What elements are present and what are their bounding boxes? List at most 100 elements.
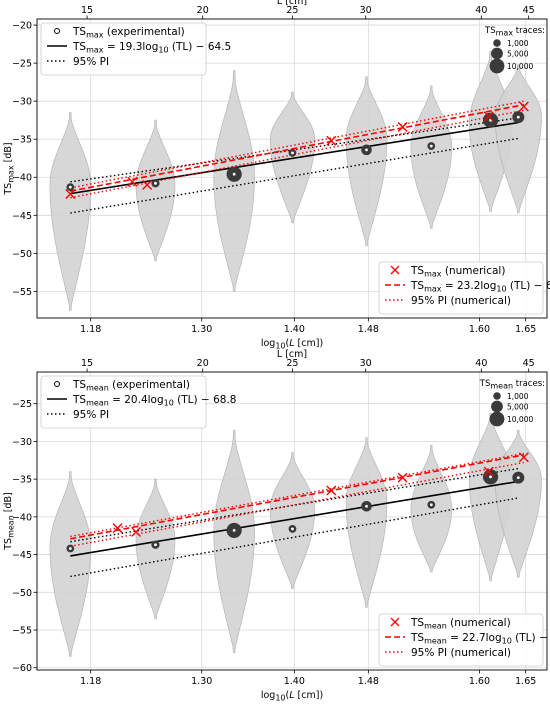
experimental-point-center bbox=[429, 144, 433, 148]
experimental-point-center bbox=[516, 476, 520, 480]
experimental-point-center bbox=[154, 543, 157, 547]
text-run: log bbox=[261, 338, 275, 349]
subscript: 10 bbox=[502, 637, 512, 646]
text-run: 95% PI bbox=[73, 409, 109, 421]
numerical-point bbox=[483, 111, 494, 122]
numerical-point bbox=[142, 179, 153, 190]
axes-frame bbox=[36, 18, 548, 319]
top-x-tick-label: 25 bbox=[286, 358, 298, 369]
experimental-point-center bbox=[232, 172, 236, 176]
y-axis-label: TSmean [dB] bbox=[3, 492, 16, 551]
subscript: max bbox=[424, 270, 442, 279]
numerical-point bbox=[397, 122, 408, 133]
violin bbox=[213, 429, 255, 653]
experimental-point-center bbox=[291, 527, 294, 531]
text-run: traces: bbox=[513, 26, 545, 36]
text-run: = 22.7log bbox=[447, 632, 502, 644]
experimental-point-center bbox=[154, 181, 157, 185]
top-x-tick-label: 25 bbox=[286, 5, 298, 16]
top-x-tick-label: 40 bbox=[475, 358, 487, 369]
y-tick-label: −30 bbox=[12, 97, 32, 108]
violin bbox=[135, 119, 176, 262]
y-tick-label: −45 bbox=[12, 211, 32, 222]
violin bbox=[494, 64, 542, 214]
y-tick-label: −55 bbox=[12, 287, 32, 298]
y-tick-label: −50 bbox=[12, 588, 32, 599]
size-legend-label: 5,000 bbox=[507, 403, 529, 412]
text-run: [cm]) bbox=[295, 338, 324, 349]
subscript: max bbox=[86, 31, 104, 40]
legend-experimental bbox=[40, 22, 207, 76]
text-run: 95% PI (numerical) bbox=[411, 647, 511, 659]
violin bbox=[269, 91, 316, 224]
x-tick-label: 1.65 bbox=[515, 324, 536, 335]
legend-marker-circle bbox=[54, 381, 60, 387]
y-tick-label: −25 bbox=[12, 59, 32, 70]
experimental-point-center bbox=[68, 547, 72, 550]
x-tick-label: 1.18 bbox=[80, 676, 101, 687]
fit-line-numerical bbox=[70, 103, 525, 192]
text-run: = 23.2log bbox=[442, 280, 497, 292]
y-tick-label: −35 bbox=[12, 475, 32, 486]
numerical-point bbox=[326, 485, 337, 496]
text-run: (experimental) bbox=[104, 26, 185, 38]
x-tick-label: 1.30 bbox=[191, 676, 212, 687]
text-run: 95% PI bbox=[73, 56, 109, 68]
legend-entry-text: TSmean (numerical) bbox=[410, 617, 511, 631]
legend-marker-circle bbox=[54, 28, 60, 34]
experimental-point-center bbox=[68, 185, 72, 189]
y-tick-label: −45 bbox=[12, 550, 32, 561]
experimental-point-center bbox=[489, 475, 492, 479]
experimental-point-center bbox=[429, 503, 433, 507]
top-x-axis-label: L [cm] bbox=[277, 0, 307, 7]
text-run: 95% PI (numerical) bbox=[411, 295, 511, 307]
top-x-tick-label: 15 bbox=[81, 358, 93, 369]
text-run: ( bbox=[286, 690, 290, 701]
subscript: 10 bbox=[164, 399, 174, 408]
numerical-point bbox=[65, 188, 76, 199]
text-run: L bbox=[289, 690, 294, 701]
text-run: TS bbox=[72, 379, 86, 391]
legend-entry-text: 95% PI bbox=[73, 56, 109, 68]
violin bbox=[135, 478, 176, 620]
x-tick-label: 1.60 bbox=[469, 676, 490, 687]
y-tick-label: −55 bbox=[12, 626, 32, 637]
text-run: TS bbox=[72, 394, 86, 406]
pi-line-numerical-upper bbox=[70, 100, 524, 189]
x-tick-label: 1.48 bbox=[358, 676, 379, 687]
text-run: TS bbox=[410, 265, 424, 277]
text-run: [dB] bbox=[3, 142, 14, 165]
text-run: (TL) − 69.2 bbox=[512, 632, 550, 644]
text-run: (TL) − 68.8 bbox=[174, 394, 237, 406]
text-run: (numerical) bbox=[447, 617, 511, 629]
size-legend-label: 1,000 bbox=[507, 392, 529, 401]
numerical-point bbox=[326, 135, 337, 146]
size-legend-marker bbox=[491, 47, 503, 60]
plot-area bbox=[49, 51, 542, 311]
violin bbox=[345, 76, 388, 247]
y-tick-label: −40 bbox=[12, 512, 32, 523]
text-run: (TL) − 68.7 bbox=[507, 280, 550, 292]
axes-frame bbox=[36, 371, 548, 671]
violin bbox=[410, 85, 453, 229]
x-tick-label: 1.65 bbox=[515, 676, 536, 687]
legend-entry-text: 95% PI bbox=[73, 409, 109, 421]
top-x-tick-label: 40 bbox=[475, 5, 487, 16]
y-tick-label: −40 bbox=[12, 173, 32, 184]
subscript: 10 bbox=[275, 694, 285, 703]
text-run: (TL) − 64.5 bbox=[169, 41, 232, 53]
text-run: TS bbox=[410, 617, 424, 629]
top-x-axis-label: L [cm] bbox=[277, 349, 307, 360]
top-x-tick-label: 45 bbox=[523, 5, 535, 16]
size-legend-label: 10,000 bbox=[507, 415, 533, 424]
subscript: 10 bbox=[275, 342, 285, 351]
size-legend-marker bbox=[493, 392, 501, 400]
legend-entry-text: TSmax (numerical) bbox=[410, 265, 505, 279]
legend-entry-text: TSmax = 19.3log10 (TL) − 64.5 bbox=[72, 41, 231, 55]
top-x-tick-label: 30 bbox=[360, 358, 372, 369]
pi-line-experimental-upper bbox=[70, 117, 519, 183]
text-run: L bbox=[289, 338, 294, 349]
pi-line-numerical-lower bbox=[70, 461, 524, 547]
numerical-point bbox=[112, 523, 123, 534]
